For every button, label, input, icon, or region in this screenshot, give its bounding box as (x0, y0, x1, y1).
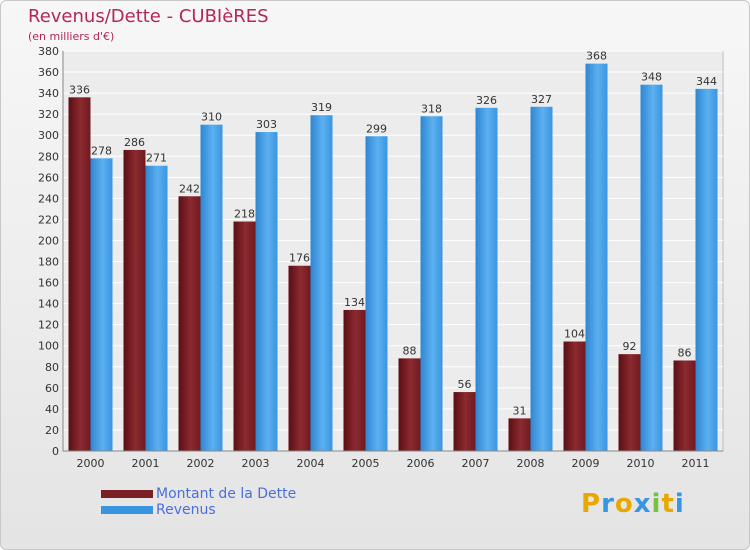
data-label-revenue-2001: 271 (146, 152, 167, 165)
logo-letter: x (633, 489, 652, 519)
bar-debt-2007 (453, 392, 476, 451)
bar-revenue-2002 (200, 124, 223, 452)
y-tick-label-380: 380 (38, 45, 59, 58)
bar-debt-2003 (233, 221, 256, 451)
y-tick-label-340: 340 (38, 87, 59, 100)
data-label-revenue-2010: 348 (641, 71, 662, 84)
bar-revenue-2005 (365, 136, 388, 451)
legend-swatch-revenue (101, 506, 153, 514)
data-label-debt-2009: 104 (564, 328, 585, 341)
bar-debt-2004 (288, 265, 311, 451)
x-tick-label-2011: 2011 (682, 457, 710, 470)
x-tick-label-2008: 2008 (517, 457, 545, 470)
plot-area (62, 50, 724, 452)
bar-revenue-2010 (640, 84, 663, 452)
x-tick-label-2010: 2010 (627, 457, 655, 470)
data-label-revenue-2005: 299 (366, 122, 387, 135)
bar-debt-2002 (178, 196, 201, 451)
bar-revenue-2008 (530, 106, 553, 451)
x-tick-label-2007: 2007 (462, 457, 490, 470)
y-tick-label-260: 260 (38, 171, 59, 184)
bar-debt-2010 (618, 354, 641, 451)
data-label-debt-2006: 88 (403, 344, 417, 357)
bar-debt-2009 (563, 341, 586, 451)
legend-swatch-debt (101, 490, 153, 498)
bar-revenue-2003 (255, 132, 278, 452)
y-tick-label-80: 80 (45, 361, 59, 374)
y-tick-label-140: 140 (38, 298, 59, 311)
y-tick-label-200: 200 (38, 234, 59, 247)
y-tick-label-280: 280 (38, 150, 59, 163)
data-label-revenue-2002: 310 (201, 111, 222, 124)
data-label-revenue-2004: 319 (311, 101, 332, 114)
bar-revenue-2000 (90, 158, 113, 452)
bar-debt-2005 (343, 309, 366, 451)
data-label-revenue-2003: 303 (256, 118, 277, 131)
y-tick-label-220: 220 (38, 213, 59, 226)
data-label-debt-2007: 56 (458, 378, 472, 391)
bar-revenue-2006 (420, 116, 443, 452)
bar-revenue-2004 (310, 115, 333, 452)
logo-letter: P (581, 489, 602, 519)
y-tick-label-60: 60 (45, 382, 59, 395)
bar-debt-2000 (68, 97, 91, 451)
data-label-debt-2008: 31 (513, 404, 527, 417)
legend-label-debt: Montant de la Dette (156, 486, 297, 502)
x-tick-label-2001: 2001 (132, 457, 160, 470)
bar-revenue-2011 (695, 88, 718, 451)
y-tick-label-160: 160 (38, 277, 59, 290)
logo-letter: r (601, 489, 615, 519)
x-tick-label-2005: 2005 (352, 457, 380, 470)
y-tick-label-300: 300 (38, 129, 59, 142)
bar-debt-2008 (508, 418, 531, 451)
data-label-revenue-2006: 318 (421, 102, 442, 115)
chart-title: Revenus/Dette - CUBIèRES (28, 6, 269, 27)
y-tick-label-100: 100 (38, 340, 59, 353)
data-label-debt-2011: 86 (678, 346, 692, 359)
logo-letter: i (674, 489, 685, 519)
data-label-revenue-2000: 278 (91, 144, 112, 157)
y-tick-label-320: 320 (38, 108, 59, 121)
x-tick-label-2000: 2000 (77, 457, 105, 470)
data-label-debt-2010: 92 (623, 340, 637, 353)
x-tick-label-2009: 2009 (572, 457, 600, 470)
bar-debt-2001 (123, 149, 146, 451)
y-tick-label-180: 180 (38, 256, 59, 269)
data-label-debt-2005: 134 (344, 296, 365, 309)
data-label-debt-2004: 176 (289, 252, 310, 265)
proxiti-logo: Proxiti (581, 489, 685, 519)
legend-label-revenue: Revenus (156, 502, 216, 518)
bar-debt-2011 (673, 360, 696, 451)
x-tick-label-2002: 2002 (187, 457, 215, 470)
bar-debt-2006 (398, 358, 421, 451)
data-label-revenue-2009: 368 (586, 50, 607, 63)
data-label-revenue-2008: 327 (531, 93, 552, 106)
x-tick-label-2004: 2004 (297, 457, 325, 470)
data-label-debt-2000: 336 (69, 83, 90, 96)
logo-letter: i (651, 489, 662, 519)
y-tick-label-120: 120 (38, 319, 59, 332)
x-tick-label-2003: 2003 (242, 457, 270, 470)
data-label-debt-2001: 286 (124, 136, 145, 149)
bar-revenue-2009 (585, 63, 608, 451)
logo-letter: o (614, 489, 634, 519)
logo-letter: t (661, 489, 675, 519)
y-tick-label-40: 40 (45, 403, 59, 416)
y-tick-label-0: 0 (52, 445, 59, 458)
data-label-revenue-2011: 344 (696, 75, 717, 88)
data-label-debt-2003: 218 (234, 208, 255, 221)
y-tick-label-20: 20 (45, 424, 59, 437)
chart-subtitle: (en milliers d'€) (28, 30, 115, 43)
bar-revenue-2001 (145, 165, 168, 451)
y-tick-label-360: 360 (38, 66, 59, 79)
data-label-revenue-2007: 326 (476, 94, 497, 107)
y-tick-label-240: 240 (38, 192, 59, 205)
bar-revenue-2007 (475, 107, 498, 451)
data-label-debt-2002: 242 (179, 182, 200, 195)
x-tick-label-2006: 2006 (407, 457, 435, 470)
